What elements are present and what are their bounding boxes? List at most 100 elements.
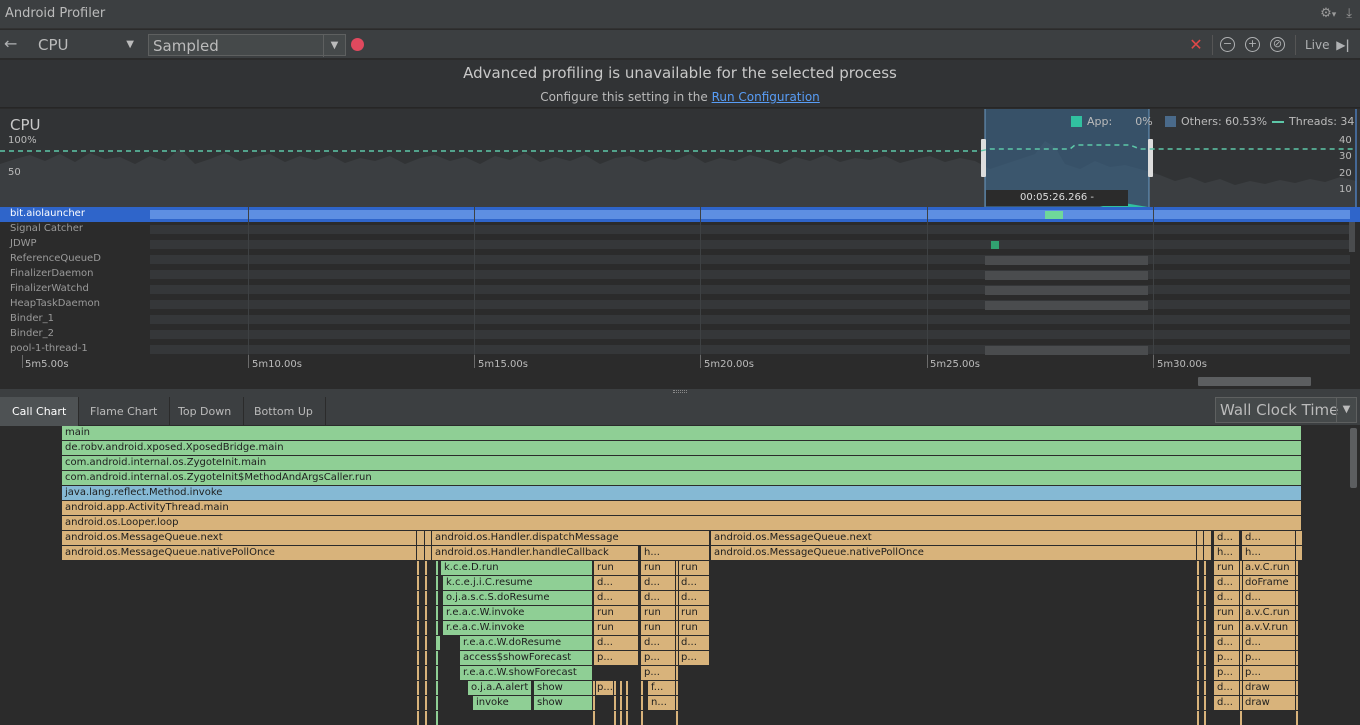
call-frame[interactable]: d... bbox=[678, 636, 710, 650]
call-frame-sliver[interactable] bbox=[417, 651, 420, 665]
call-frame-sliver[interactable] bbox=[417, 696, 420, 710]
call-frame-sliver[interactable] bbox=[438, 636, 441, 650]
call-frame[interactable]: d... bbox=[594, 636, 639, 650]
call-frame[interactable]: p... bbox=[594, 681, 614, 695]
call-frame-sliver[interactable] bbox=[1197, 636, 1200, 650]
call-frame-sliver[interactable] bbox=[425, 591, 428, 605]
thread-row[interactable]: FinalizerDaemon bbox=[0, 267, 1360, 282]
call-frame-sliver[interactable] bbox=[620, 711, 623, 725]
call-frame-sliver[interactable] bbox=[436, 651, 439, 665]
call-frame[interactable]: d... bbox=[1242, 591, 1296, 605]
call-frame-sliver[interactable] bbox=[417, 561, 420, 575]
call-frame-sliver[interactable] bbox=[626, 681, 629, 695]
call-frame-sliver[interactable] bbox=[1240, 681, 1243, 695]
call-frame[interactable]: android.app.ActivityThread.main bbox=[62, 501, 1302, 515]
call-frame[interactable]: de.robv.android.xposed.XposedBridge.main bbox=[62, 441, 1302, 455]
call-frame[interactable]: p... bbox=[1214, 651, 1240, 665]
call-frame-sliver[interactable] bbox=[614, 681, 617, 695]
call-frame-sliver[interactable] bbox=[641, 711, 644, 725]
call-frame-sliver[interactable] bbox=[425, 651, 428, 665]
tab-bottom-up[interactable]: Bottom Up bbox=[242, 397, 326, 426]
call-frame-sliver[interactable] bbox=[1204, 576, 1207, 590]
call-frame-sliver[interactable] bbox=[425, 711, 428, 725]
call-frame[interactable]: java.lang.reflect.Method.invoke bbox=[62, 486, 1302, 500]
call-frame[interactable]: run bbox=[594, 561, 639, 575]
call-frame[interactable]: android.os.Looper.loop bbox=[62, 516, 1302, 530]
call-frame-sliver[interactable] bbox=[1204, 561, 1207, 575]
call-frame-sliver[interactable] bbox=[676, 561, 679, 575]
thread-row[interactable]: Binder_2 bbox=[0, 327, 1360, 342]
call-frame[interactable]: r.e.a.c.W.doResume bbox=[460, 636, 593, 650]
call-frame-sliver[interactable] bbox=[436, 711, 439, 725]
call-frame[interactable]: com.android.internal.os.ZygoteInit.main bbox=[62, 456, 1302, 470]
call-frame[interactable]: h... bbox=[1214, 546, 1240, 560]
call-frame-sliver[interactable] bbox=[626, 711, 629, 725]
call-frame-sliver[interactable] bbox=[1240, 651, 1243, 665]
call-frame[interactable]: r.e.a.c.W.showForecast bbox=[460, 666, 593, 680]
call-frame[interactable] bbox=[425, 546, 432, 560]
call-frame-sliver[interactable] bbox=[1204, 666, 1207, 680]
call-frame[interactable]: run bbox=[594, 621, 639, 635]
tab-call-chart[interactable]: Call Chart bbox=[0, 397, 80, 426]
thread-row[interactable]: Binder_1 bbox=[0, 312, 1360, 327]
profiling-mode-select[interactable]: Sampled ▼ bbox=[148, 34, 346, 57]
call-frame-sliver[interactable] bbox=[1204, 651, 1207, 665]
call-frame-sliver[interactable] bbox=[1197, 651, 1200, 665]
call-frame-sliver[interactable] bbox=[1197, 681, 1200, 695]
call-frame-sliver[interactable] bbox=[1296, 681, 1299, 695]
call-frame[interactable]: access$showForecast bbox=[460, 651, 593, 665]
call-frame-sliver[interactable] bbox=[1204, 681, 1207, 695]
call-frame[interactable]: d... bbox=[678, 591, 710, 605]
call-frame-sliver[interactable] bbox=[1240, 666, 1243, 680]
call-frame[interactable]: d... bbox=[641, 576, 676, 590]
call-frame-sliver[interactable] bbox=[1240, 621, 1243, 635]
call-frame-sliver[interactable] bbox=[1197, 666, 1200, 680]
call-frame[interactable]: android.os.MessageQueue.nativePollOnce bbox=[62, 546, 417, 560]
call-frame[interactable] bbox=[417, 546, 425, 560]
call-frame-sliver[interactable] bbox=[1296, 636, 1299, 650]
call-frame-sliver[interactable] bbox=[425, 666, 428, 680]
call-frame-sliver[interactable] bbox=[1240, 591, 1243, 605]
call-frame-sliver[interactable] bbox=[436, 666, 439, 680]
call-frame[interactable] bbox=[425, 531, 432, 545]
call-frame[interactable]: main bbox=[62, 426, 1302, 440]
call-frame-sliver[interactable] bbox=[436, 621, 439, 635]
call-frame[interactable]: a.v.C.run bbox=[1242, 606, 1296, 620]
call-frame-sliver[interactable] bbox=[1240, 636, 1243, 650]
call-frame-sliver[interactable] bbox=[425, 606, 428, 620]
call-frame-sliver[interactable] bbox=[1240, 696, 1243, 710]
call-frame[interactable]: p... bbox=[594, 651, 639, 665]
call-frame[interactable] bbox=[1296, 531, 1303, 545]
call-frame[interactable]: k.c.e.j.i.C.resume bbox=[443, 576, 593, 590]
record-button[interactable] bbox=[351, 38, 364, 51]
call-frame[interactable]: d... bbox=[1242, 636, 1296, 650]
call-frame-sliver[interactable] bbox=[436, 696, 439, 710]
call-frame[interactable]: p... bbox=[678, 651, 710, 665]
call-frame-sliver[interactable] bbox=[417, 666, 420, 680]
clock-type-select[interactable]: Wall Clock Time ▼ bbox=[1215, 397, 1357, 423]
call-frame-sliver[interactable] bbox=[417, 591, 420, 605]
jump-to-live-icon[interactable]: ▶| bbox=[1336, 38, 1350, 52]
call-frame-sliver[interactable] bbox=[1240, 606, 1243, 620]
call-frame[interactable]: d... bbox=[641, 591, 676, 605]
call-frame[interactable]: d... bbox=[1214, 591, 1240, 605]
live-label[interactable]: Live bbox=[1305, 38, 1330, 52]
call-frame-sliver[interactable] bbox=[436, 681, 439, 695]
call-frame-sliver[interactable] bbox=[1197, 561, 1200, 575]
call-frame-sliver[interactable] bbox=[1296, 561, 1299, 575]
call-frame[interactable]: d... bbox=[1242, 531, 1296, 545]
tab-flame-chart[interactable]: Flame Chart bbox=[78, 397, 171, 426]
thread-row[interactable]: ReferenceQueueD bbox=[0, 252, 1360, 267]
call-frame-sliver[interactable] bbox=[425, 681, 428, 695]
call-frame-sliver[interactable] bbox=[436, 606, 439, 620]
call-frame[interactable]: p... bbox=[1214, 666, 1240, 680]
call-frame[interactable]: android.os.Handler.dispatchMessage bbox=[432, 531, 710, 545]
monitor-select[interactable]: CPU ▼ bbox=[32, 34, 140, 56]
call-frame-sliver[interactable] bbox=[1197, 606, 1200, 620]
call-frame[interactable]: d... bbox=[678, 576, 710, 590]
call-frame-sliver[interactable] bbox=[1296, 576, 1299, 590]
call-frame[interactable]: r.e.a.c.W.invoke bbox=[443, 606, 593, 620]
call-chart-scrollbar[interactable] bbox=[1350, 428, 1357, 488]
call-frame[interactable]: run bbox=[678, 561, 710, 575]
call-frame[interactable]: f... bbox=[648, 681, 676, 695]
